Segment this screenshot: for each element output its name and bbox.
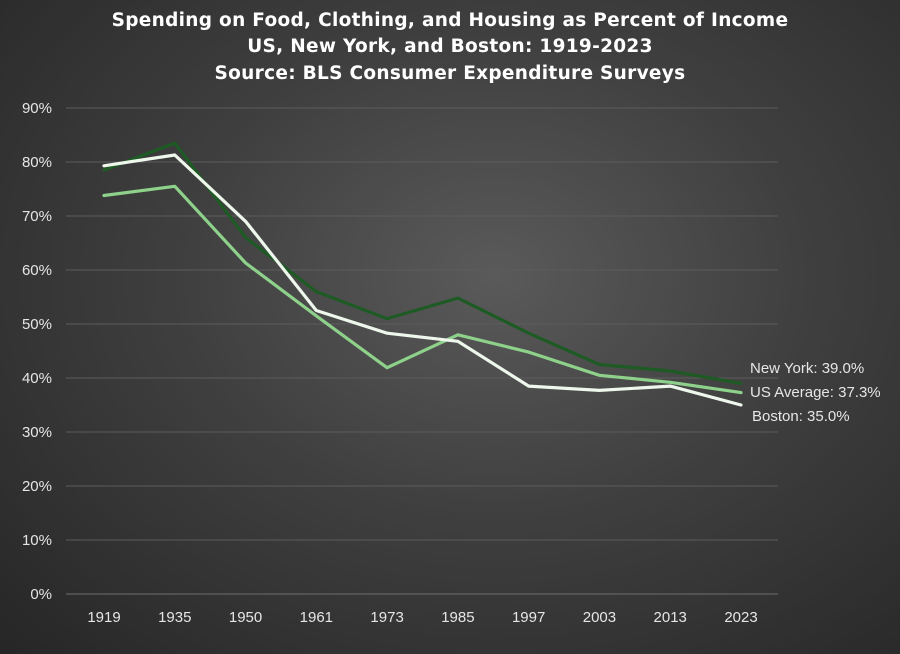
y-tick-label: 30% (22, 424, 52, 441)
y-tick-label: 90% (22, 100, 52, 117)
end-label-us-average: US Average: 37.3% (750, 384, 881, 401)
y-tick-label: 0% (30, 586, 52, 603)
x-tick-label-2023: 2023 (724, 609, 757, 626)
series-line-us-average (102, 184, 743, 395)
chart-title: Spending on Food, Clothing, and Housing … (111, 10, 789, 31)
end-label-boston: Boston: 35.0% (752, 408, 850, 425)
x-tick-label-1961: 1961 (300, 609, 333, 626)
y-tick-label: 20% (22, 478, 52, 495)
x-tick-label-2013: 2013 (654, 609, 687, 626)
x-tick-label-1950: 1950 (229, 609, 262, 626)
chart-subtitle: US, New York, and Boston: 1919-2023 (247, 36, 653, 57)
x-tick-label-1919: 1919 (87, 609, 120, 626)
series-line-boston (102, 153, 743, 407)
y-tick-label: 80% (22, 154, 52, 171)
y-tick-label: 10% (22, 532, 52, 549)
chart-source: Source: BLS Consumer Expenditure Surveys (214, 63, 686, 84)
x-tick-label-2003: 2003 (583, 609, 616, 626)
y-tick-label: 50% (22, 316, 52, 333)
x-tick-label-1985: 1985 (441, 609, 474, 626)
x-tick-label-1997: 1997 (512, 609, 545, 626)
x-tick-label-1973: 1973 (370, 609, 403, 626)
end-label-new-york: New York: 39.0% (750, 360, 864, 377)
y-tick-label: 60% (22, 262, 52, 279)
x-tick-label-1935: 1935 (158, 609, 191, 626)
y-tick-label: 40% (22, 370, 52, 387)
y-tick-label: 70% (22, 208, 52, 225)
